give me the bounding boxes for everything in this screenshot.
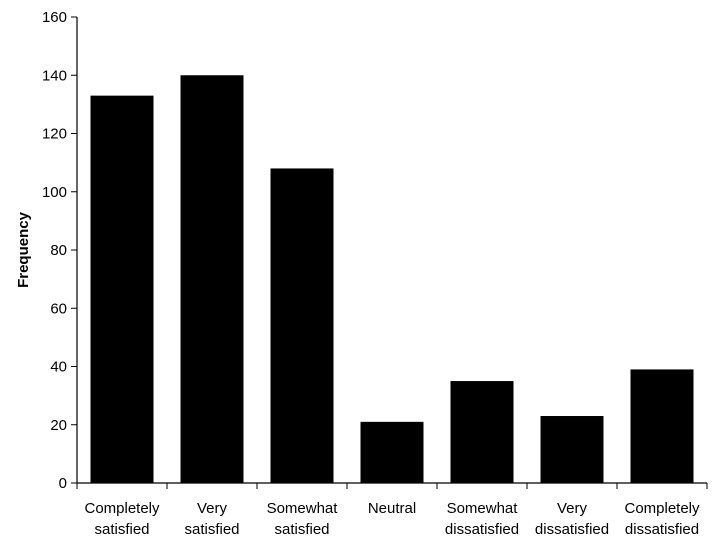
x-category-label: Completely [624,500,700,517]
axes [76,17,707,484]
bar [270,168,334,483]
x-axis-labels: Completely satisfied Very satisfied Somewhat… [76,483,708,538]
bar [450,381,514,483]
y-tick-label: 140 [42,67,67,84]
y-axis-title: Frequency [15,211,32,288]
x-category-label: satisfied [184,521,239,538]
x-category-label: Neutral [368,500,416,517]
y-tick-label: 40 [50,359,67,376]
y-tick-label: 160 [42,9,67,26]
bars [90,75,694,483]
y-tick-label: 100 [42,184,67,201]
y-tick-label: 120 [42,126,67,143]
x-category-label: satisfied [94,521,149,538]
y-tick-label: 80 [50,242,67,259]
y-axis-ticks: 0 20 40 60 80 100 120 140 160 [42,9,77,492]
x-category-label: Somewhat [267,500,339,517]
bar [180,75,244,483]
bar [360,421,424,483]
x-category-label: satisfied [274,521,329,538]
x-category-label: dissatisfied [535,521,609,538]
bar [540,416,604,483]
x-category-label: Somewhat [447,500,519,517]
x-category-label: dissatisfied [445,521,519,538]
y-tick-label: 0 [59,475,67,492]
x-category-label: Very [197,500,228,517]
x-category-label: Very [557,500,588,517]
x-category-label: dissatisfied [625,521,699,538]
x-category-label: Completely [84,500,160,517]
bar [90,95,154,483]
bar [630,369,694,483]
y-tick-label: 60 [50,300,67,317]
y-tick-label: 20 [50,417,67,434]
